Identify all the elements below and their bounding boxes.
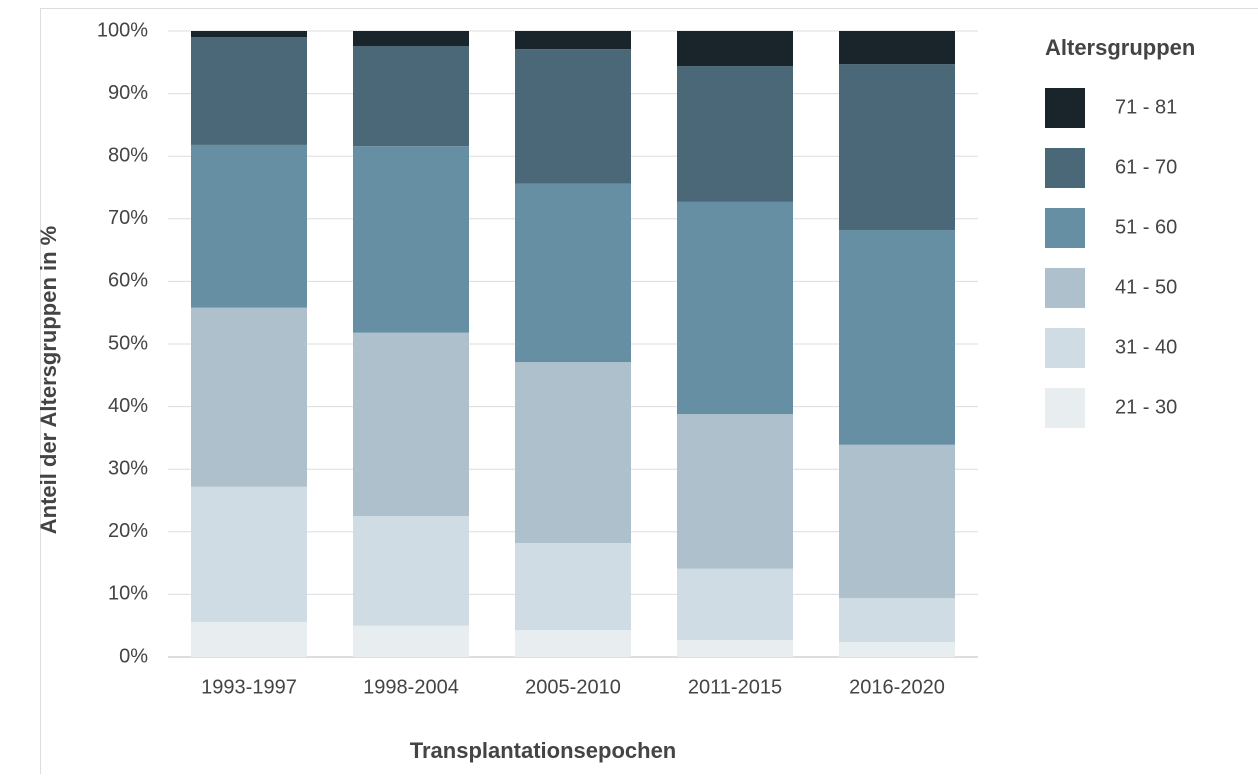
y-tick-label: 70% — [108, 207, 148, 229]
legend-label: 51 - 60 — [1115, 216, 1177, 238]
y-tick-label: 50% — [108, 332, 148, 354]
legend-label: 21 - 30 — [1115, 396, 1177, 418]
bar-segment — [353, 146, 469, 333]
x-tick-label: 1998-2004 — [363, 676, 459, 698]
y-tick-label: 20% — [108, 520, 148, 542]
bar-segment — [191, 31, 307, 37]
bar-segment — [677, 569, 793, 640]
legend-label: 41 - 50 — [1115, 276, 1177, 298]
bar-segment — [839, 445, 955, 598]
bar-segment — [839, 31, 955, 64]
bar-segment — [353, 333, 469, 516]
bar-segment — [353, 46, 469, 146]
legend-swatch — [1045, 148, 1085, 188]
bar-segment — [515, 49, 631, 184]
legend-swatch — [1045, 208, 1085, 248]
bar-segment — [515, 362, 631, 543]
legend-title: Altersgruppen — [1045, 35, 1195, 60]
bar-segment — [515, 630, 631, 657]
legend-swatch — [1045, 268, 1085, 308]
legend-swatch — [1045, 388, 1085, 428]
x-tick-label: 2016-2020 — [849, 676, 945, 698]
bar-segment — [515, 184, 631, 362]
legend-swatch — [1045, 328, 1085, 368]
x-tick-label: 2011-2015 — [688, 676, 782, 698]
bar-segment — [191, 487, 307, 622]
legend-label: 71 - 81 — [1115, 96, 1177, 118]
bar-segment — [353, 516, 469, 626]
bar-segment — [677, 202, 793, 414]
bar-segment — [839, 642, 955, 657]
bar-segment — [191, 308, 307, 487]
bar-segment — [515, 31, 631, 49]
bar-segment — [677, 66, 793, 202]
legend-swatch — [1045, 88, 1085, 128]
bar-segment — [677, 640, 793, 657]
y-tick-label: 80% — [108, 144, 148, 166]
y-tick-label: 60% — [108, 270, 148, 292]
y-tick-label: 100% — [97, 19, 148, 41]
bar-segment — [677, 414, 793, 569]
legend-label: 31 - 40 — [1115, 336, 1177, 358]
legend-label: 61 - 70 — [1115, 156, 1177, 178]
bar-segment — [839, 64, 955, 230]
bar-segment — [191, 37, 307, 145]
x-tick-label: 2005-2010 — [525, 676, 621, 698]
y-tick-label: 90% — [108, 82, 148, 104]
bar-segment — [677, 31, 793, 66]
bar-segment — [839, 598, 955, 642]
x-tick-label: 1993-1997 — [201, 676, 297, 698]
y-tick-label: 0% — [119, 645, 148, 667]
bar-segment — [191, 145, 307, 308]
bar-segment — [515, 543, 631, 630]
bar-segment — [839, 230, 955, 445]
bar-segment — [353, 626, 469, 657]
bar-segment — [191, 622, 307, 657]
y-tick-label: 10% — [108, 583, 148, 605]
y-tick-label: 30% — [108, 457, 148, 479]
x-axis-label: Transplantationsepochen — [410, 738, 677, 763]
y-tick-label: 40% — [108, 395, 148, 417]
bar-segment — [353, 31, 469, 46]
y-axis-label: Anteil der Altersgruppen in % — [36, 226, 61, 534]
